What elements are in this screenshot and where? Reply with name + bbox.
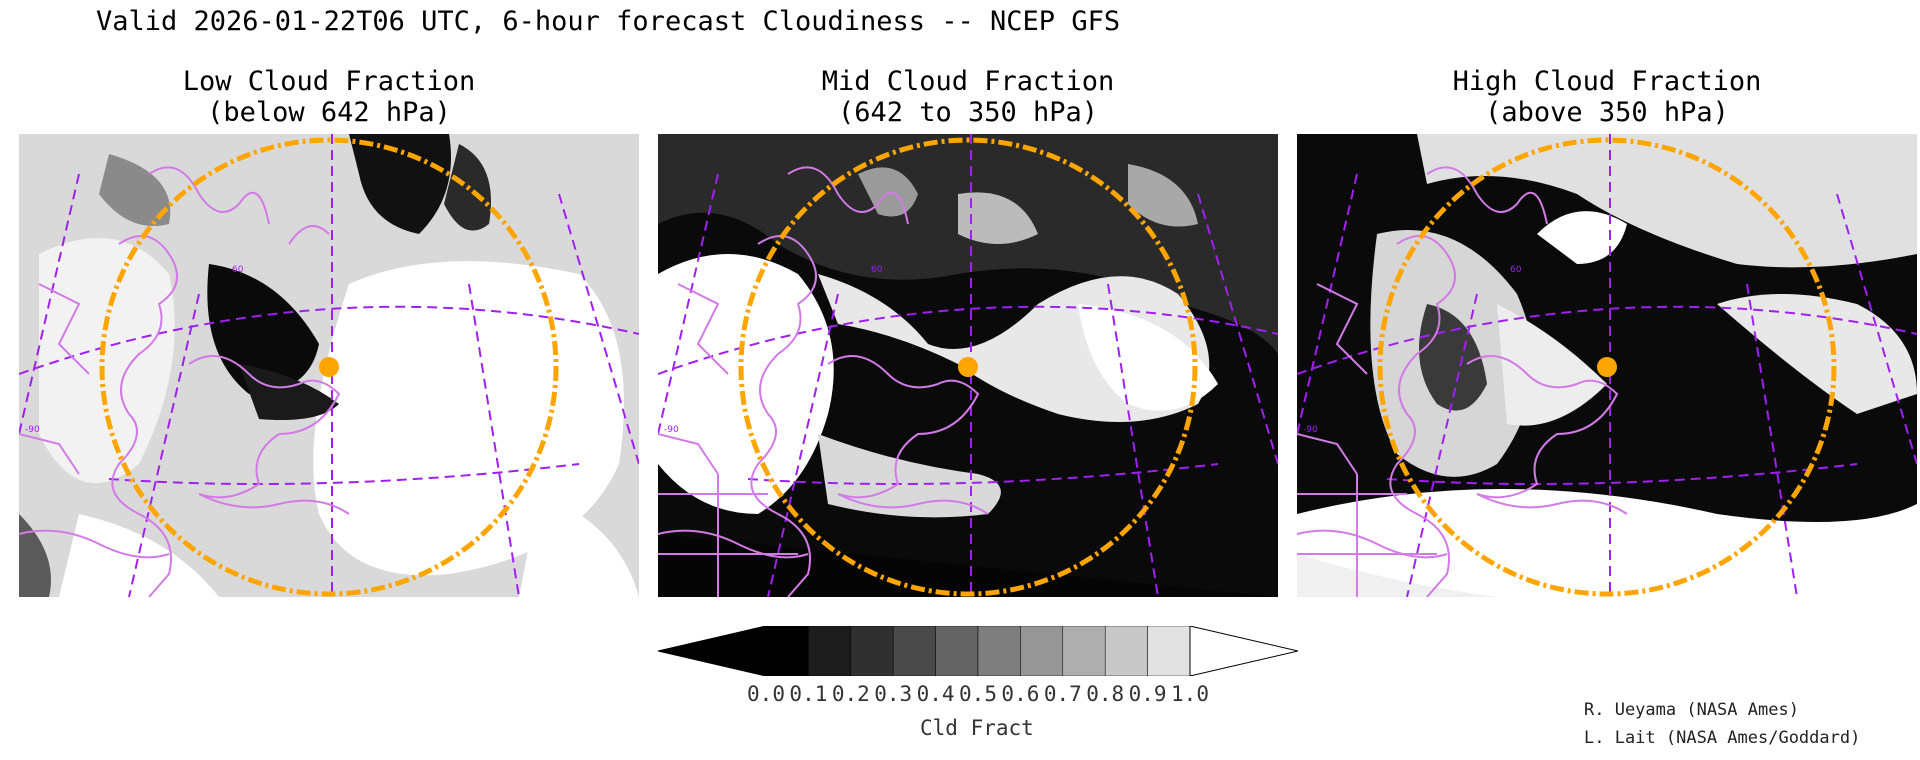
colorbar-tick-label: 0.7 <box>1043 682 1082 706</box>
map-panel-high: 60 -90 <box>1297 134 1917 597</box>
figure-title: Valid 2026-01-22T06 UTC, 6-hour forecast… <box>96 6 1121 37</box>
colorbar-segment <box>765 625 809 677</box>
colorbar-svg <box>657 625 1299 677</box>
colorbar-segment <box>1062 625 1106 677</box>
colorbar-tick-label: 0.3 <box>874 682 913 706</box>
flight-base-marker <box>319 357 339 377</box>
panel-title-low: Low Cloud Fraction (below 642 hPa) <box>19 66 639 128</box>
panel-title-line2: (below 642 hPa) <box>207 97 451 128</box>
high-cloud-map: 60 -90 <box>1297 134 1917 597</box>
colorbar-label: Cld Fract <box>920 716 1034 740</box>
lat-label: 60 <box>1510 265 1522 275</box>
colorbar-segment <box>1147 625 1191 677</box>
panel-title-line1: Mid Cloud Fraction <box>821 66 1115 97</box>
colorbar-tick-label: 0.4 <box>916 682 955 706</box>
flight-base-marker <box>958 357 978 377</box>
colorbar-tick-label: 0.0 <box>747 682 785 706</box>
colorbar-tick-label: 0.1 <box>789 682 828 706</box>
panel-title-line1: Low Cloud Fraction <box>182 66 476 97</box>
panel-title-line2: (above 350 hPa) <box>1485 97 1729 128</box>
lat-label: 60 <box>871 265 883 275</box>
credit-line-2: L. Lait (NASA Ames/Goddard) <box>1584 728 1861 748</box>
mid-cloud-map: 60 -90 <box>658 134 1278 597</box>
colorbar-segment <box>1020 625 1064 677</box>
flight-base-marker <box>1597 357 1617 377</box>
lon-label: -90 <box>25 425 40 435</box>
lon-label: -90 <box>664 425 679 435</box>
lon-label: -90 <box>1303 425 1318 435</box>
map-panel-mid: 60 -90 <box>658 134 1278 597</box>
colorbar-segment <box>892 625 936 677</box>
map-panel-low: 60 -90 <box>19 134 639 597</box>
panel-title-line1: High Cloud Fraction <box>1452 66 1762 97</box>
colorbar-under-arrow <box>657 625 767 677</box>
low-cloud-map: 60 -90 <box>19 134 639 597</box>
colorbar-segment <box>935 625 979 677</box>
colorbar-tick-labels: 0.0 0.1 0.2 0.3 0.4 0.5 0.6 0.7 0.8 0.9 1.0 <box>0 682 1920 712</box>
colorbar-over-arrow <box>1189 625 1299 677</box>
colorbar-tick-label: 0.5 <box>959 682 997 706</box>
panel-title-line2: (642 to 350 hPa) <box>837 97 1099 128</box>
colorbar-tick-label: 0.6 <box>1001 682 1040 706</box>
colorbar-segment <box>850 625 894 677</box>
panel-title-high: High Cloud Fraction (above 350 hPa) <box>1297 66 1917 128</box>
lat-label: 60 <box>232 265 244 275</box>
colorbar-tick-label: 0.9 <box>1128 682 1167 706</box>
colorbar-tick-label: 0.2 <box>831 682 870 706</box>
colorbar-tick-label: 1.0 <box>1171 682 1209 706</box>
colorbar-tick-label: 0.8 <box>1086 682 1125 706</box>
colorbar-segment <box>808 625 852 677</box>
panel-title-mid: Mid Cloud Fraction (642 to 350 hPa) <box>658 66 1278 128</box>
credit-line-1: R. Ueyama (NASA Ames) <box>1584 700 1799 720</box>
colorbar <box>657 625 1299 680</box>
colorbar-segment <box>977 625 1021 677</box>
colorbar-segment <box>1104 625 1148 677</box>
